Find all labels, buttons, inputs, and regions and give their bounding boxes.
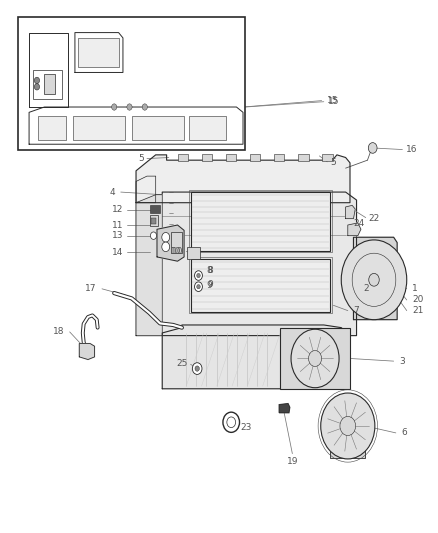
Polygon shape xyxy=(157,225,184,261)
Bar xyxy=(44,74,55,94)
Text: 5: 5 xyxy=(138,154,144,163)
Text: 8: 8 xyxy=(208,266,213,275)
Polygon shape xyxy=(348,223,361,236)
Bar xyxy=(191,192,330,251)
Bar xyxy=(191,259,330,312)
Circle shape xyxy=(34,84,39,90)
Text: 23: 23 xyxy=(240,423,251,432)
Text: 9: 9 xyxy=(207,280,212,289)
Circle shape xyxy=(369,273,379,286)
Bar xyxy=(78,38,120,67)
Text: 8: 8 xyxy=(207,266,212,275)
Text: 4: 4 xyxy=(110,188,116,197)
Text: 9: 9 xyxy=(208,279,213,288)
Bar xyxy=(330,429,365,458)
Bar xyxy=(73,116,125,140)
Text: 18: 18 xyxy=(53,327,64,336)
Text: 15: 15 xyxy=(328,97,339,106)
Bar xyxy=(38,116,66,140)
Bar xyxy=(274,155,285,161)
Bar xyxy=(280,328,350,389)
Bar xyxy=(33,70,62,99)
Bar xyxy=(177,155,188,161)
Circle shape xyxy=(368,143,377,154)
Circle shape xyxy=(223,412,240,432)
Circle shape xyxy=(197,273,200,278)
Text: 6: 6 xyxy=(401,429,407,438)
Bar xyxy=(189,116,226,140)
Text: 17: 17 xyxy=(85,284,97,293)
Bar xyxy=(189,257,332,313)
Circle shape xyxy=(227,417,236,427)
Circle shape xyxy=(308,351,321,367)
Text: 14: 14 xyxy=(113,248,124,257)
Text: 15: 15 xyxy=(327,96,338,105)
Polygon shape xyxy=(29,33,68,107)
Bar xyxy=(321,155,332,161)
Text: 7: 7 xyxy=(353,306,359,315)
Polygon shape xyxy=(136,155,350,203)
Text: 1: 1 xyxy=(412,284,418,293)
Polygon shape xyxy=(136,176,155,203)
Bar xyxy=(132,116,184,140)
Text: 20: 20 xyxy=(412,295,424,304)
Circle shape xyxy=(150,232,156,239)
Text: 19: 19 xyxy=(286,457,298,466)
Bar xyxy=(189,190,332,252)
Polygon shape xyxy=(353,237,397,320)
Circle shape xyxy=(194,271,202,280)
Bar xyxy=(201,155,212,161)
Text: 2: 2 xyxy=(363,284,369,293)
Polygon shape xyxy=(162,325,350,389)
Text: 24: 24 xyxy=(353,220,365,229)
Bar xyxy=(150,215,158,226)
Bar xyxy=(297,155,308,161)
Circle shape xyxy=(341,240,407,320)
Circle shape xyxy=(195,366,199,371)
Polygon shape xyxy=(279,403,290,413)
Circle shape xyxy=(127,104,132,110)
Polygon shape xyxy=(75,33,123,72)
Text: 3: 3 xyxy=(399,357,405,366)
Circle shape xyxy=(194,282,202,292)
Circle shape xyxy=(321,393,375,459)
Bar xyxy=(187,247,200,259)
Circle shape xyxy=(197,285,200,289)
Text: 12: 12 xyxy=(113,205,124,214)
Circle shape xyxy=(34,77,39,84)
Text: 25: 25 xyxy=(176,359,187,368)
Text: 5: 5 xyxy=(330,158,336,167)
Polygon shape xyxy=(29,107,243,144)
Text: 16: 16 xyxy=(406,145,417,154)
Bar xyxy=(226,155,237,161)
Circle shape xyxy=(142,104,148,110)
Bar xyxy=(150,205,159,213)
Text: 11: 11 xyxy=(112,221,124,230)
Bar xyxy=(171,232,182,253)
Circle shape xyxy=(340,416,356,435)
Bar xyxy=(151,217,155,224)
Polygon shape xyxy=(346,205,355,219)
Circle shape xyxy=(162,232,170,242)
Text: 13: 13 xyxy=(112,231,124,240)
Polygon shape xyxy=(136,195,162,336)
Polygon shape xyxy=(79,344,95,360)
Circle shape xyxy=(162,242,170,252)
Text: 10: 10 xyxy=(172,247,183,256)
Circle shape xyxy=(192,363,202,374)
Text: 10: 10 xyxy=(170,247,181,256)
Polygon shape xyxy=(136,192,357,336)
Text: 22: 22 xyxy=(369,214,380,223)
Circle shape xyxy=(291,329,339,387)
Bar xyxy=(250,155,261,161)
Text: 21: 21 xyxy=(412,306,424,315)
Bar xyxy=(18,17,245,150)
Circle shape xyxy=(112,104,117,110)
